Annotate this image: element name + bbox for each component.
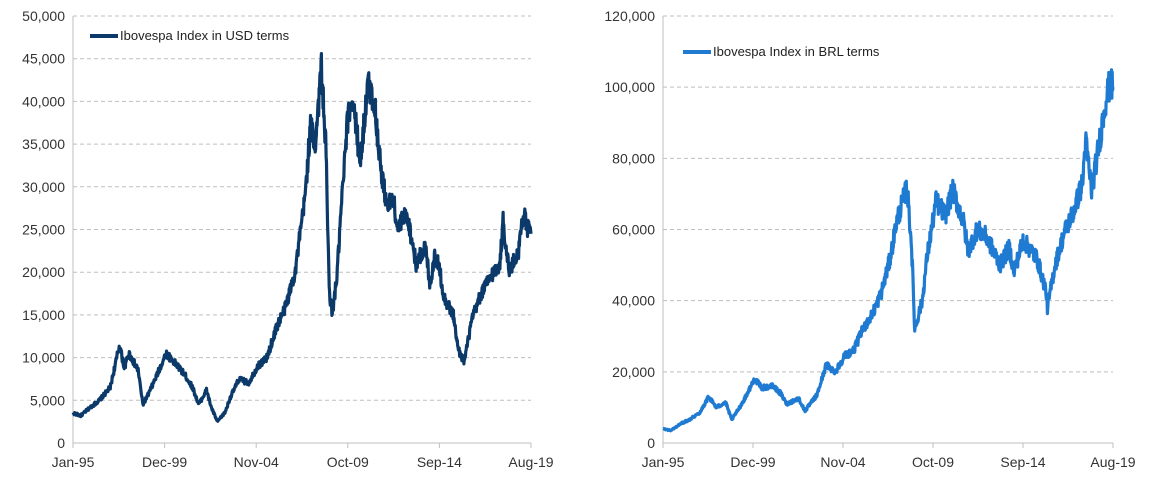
y-tick-label: 35,000 [22,136,65,152]
y-tick-label: 100,000 [604,79,655,95]
x-tick-label: Dec-99 [142,454,187,470]
y-tick-label: 40,000 [612,293,655,309]
x-tick-label: Jan-95 [52,454,95,470]
x-tick-label: Aug-19 [508,454,553,470]
legend-label: Ibovespa Index in BRL terms [713,44,880,59]
y-tick-label: 15,000 [22,307,65,323]
y-tick-label: 5,000 [30,392,65,408]
y-tick-label: 25,000 [22,222,65,238]
series-line [661,68,1115,433]
x-tick-label: Sep-14 [417,454,462,470]
usd-chart: 0 5,000 10,000 15,000 20,000 25,000 30,000 35,0… [22,8,554,470]
y-tick-label: 50,000 [22,8,65,24]
x-tick-label: Oct-09 [912,454,954,470]
y-tick-label: 20,000 [612,364,655,380]
y-tick-label: 30,000 [22,179,65,195]
y-tick-label: 60,000 [612,222,655,238]
y-tick-label: 120,000 [604,8,655,24]
y-tick-label: 45,000 [22,51,65,67]
y-tick-label: 20,000 [22,264,65,280]
brl-chart: 0 20,000 40,000 60,000 80,000 100,000 120,000 J… [604,8,1135,470]
x-tick-label: Jan-95 [642,454,685,470]
x-tick-label: Dec-99 [730,454,775,470]
x-tick-label: Aug-19 [1090,454,1135,470]
x-tick-label: Oct-09 [327,454,369,470]
y-tick-label: 0 [57,435,65,451]
series-line [71,52,533,423]
y-tick-label: 10,000 [22,350,65,366]
y-tick-label: 40,000 [22,93,65,109]
x-tick-label: Nov-04 [234,454,279,470]
y-tick-label: 80,000 [612,150,655,166]
y-tick-label: 0 [647,435,655,451]
legend-label: Ibovespa Index in USD terms [120,28,290,43]
x-tick-label: Sep-14 [1000,454,1045,470]
x-tick-label: Nov-04 [820,454,865,470]
